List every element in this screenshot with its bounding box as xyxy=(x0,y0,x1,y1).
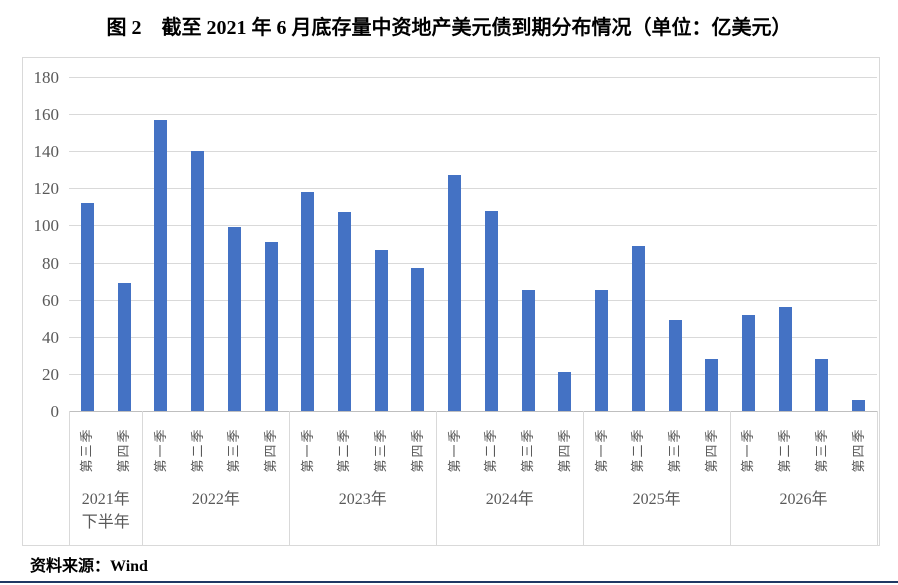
y-axis-tick-label: 160 xyxy=(33,105,60,125)
x-axis-quarter-label: 第二季 xyxy=(777,427,793,473)
bar xyxy=(227,227,241,411)
category-separator xyxy=(436,411,438,546)
x-axis-quarter-label: 第四季 xyxy=(703,427,719,473)
x-axis-quarter-label: 第二季 xyxy=(189,427,205,473)
y-axis-tick-label: 100 xyxy=(33,216,60,236)
y-axis-tick-label: 60 xyxy=(42,290,59,310)
y-axis-tick-label: 40 xyxy=(42,327,59,347)
y-gridline xyxy=(69,151,877,153)
x-axis-quarter-label: 第一季 xyxy=(740,427,756,473)
bar xyxy=(301,192,315,411)
bar xyxy=(741,314,755,411)
chart-title: 图 2 截至 2021 年 6 月底存量中资地产美元债到期分布情况（单位：亿美元… xyxy=(106,17,792,39)
category-separator xyxy=(69,411,70,546)
x-axis-year-label: 2022年 xyxy=(191,491,240,508)
x-axis-quarter-label: 第二季 xyxy=(336,427,352,473)
bar xyxy=(264,242,278,411)
x-axis-quarter-label: 第一季 xyxy=(299,427,315,473)
x-axis-quarter-label: 第三季 xyxy=(667,427,682,473)
y-gridline xyxy=(69,299,877,301)
x-axis-quarter-label: 第一季 xyxy=(446,427,462,473)
y-axis-tick-label: 0 xyxy=(50,402,60,421)
y-gridline xyxy=(69,114,877,116)
y-gridline xyxy=(69,188,877,190)
bar-chart-container: 0 20 40 60 80 100 120 140 160 180 第三季 第四季 2021年下半年 第一… xyxy=(22,57,880,546)
bar xyxy=(337,212,351,411)
bar xyxy=(852,399,866,411)
x-axis-quarter-label: 第二季 xyxy=(630,427,646,473)
x-axis-quarter-label: 第四季 xyxy=(409,427,425,473)
bar xyxy=(117,282,131,411)
x-axis-quarter-label: 第三季 xyxy=(226,427,242,473)
x-axis-quarter-label: 第三季 xyxy=(813,427,829,473)
x-axis-quarter-label: 第四季 xyxy=(556,427,572,473)
bar xyxy=(191,151,205,411)
bar xyxy=(815,359,829,411)
y-gridline xyxy=(69,373,877,375)
y-axis-tick-label: 20 xyxy=(42,364,59,384)
bar xyxy=(558,372,572,411)
page-bottom-rule xyxy=(0,581,898,583)
x-axis-year-label: 2021年 xyxy=(81,491,130,508)
y-gridline xyxy=(69,77,877,78)
x-axis-quarter-label: 第四季 xyxy=(850,427,866,473)
x-axis-quarter-label: 第四季 xyxy=(116,427,132,473)
y-axis-tick-label: 80 xyxy=(42,253,59,273)
bar xyxy=(705,359,719,411)
x-axis-quarter-label: 第三季 xyxy=(520,427,536,473)
bar xyxy=(154,119,168,411)
y-gridline xyxy=(69,262,877,264)
x-axis-year-label: 2024年 xyxy=(485,491,534,508)
y-gridline xyxy=(69,225,877,227)
x-axis-year-label: 2023年 xyxy=(338,491,387,508)
bar xyxy=(521,290,535,411)
x-axis-quarter-label: 第四季 xyxy=(263,427,278,473)
bar xyxy=(778,307,792,411)
category-separator xyxy=(877,411,878,546)
x-axis-line xyxy=(69,411,877,412)
y-gridline xyxy=(69,336,877,338)
bar xyxy=(595,290,609,411)
x-axis-quarter-label: 第一季 xyxy=(152,427,168,473)
x-axis-quarter-label: 第二季 xyxy=(483,427,499,473)
category-separator xyxy=(289,411,291,546)
category-separator xyxy=(583,411,585,546)
x-axis-quarter-label: 第三季 xyxy=(79,427,95,473)
bar xyxy=(411,268,425,411)
x-axis-quarter-label: 第一季 xyxy=(593,427,609,473)
category-separator xyxy=(142,411,144,546)
bar xyxy=(374,249,388,411)
x-axis-year-label: 2025年 xyxy=(632,491,681,508)
y-axis-tick-label: 140 xyxy=(33,142,60,162)
y-axis-tick-label: 120 xyxy=(33,179,60,199)
bar xyxy=(668,320,682,411)
x-axis-year-label: 2026年 xyxy=(779,491,828,508)
category-separator xyxy=(730,411,732,546)
bar xyxy=(448,175,462,411)
x-axis-year-label-line2: 下半年 xyxy=(81,514,130,531)
source-note: 资料来源：Wind xyxy=(30,558,148,575)
x-axis-quarter-label: 第三季 xyxy=(373,427,389,473)
bar xyxy=(80,203,94,411)
y-axis-tick-label: 180 xyxy=(33,68,60,87)
bar xyxy=(631,245,645,411)
bar xyxy=(484,210,498,411)
